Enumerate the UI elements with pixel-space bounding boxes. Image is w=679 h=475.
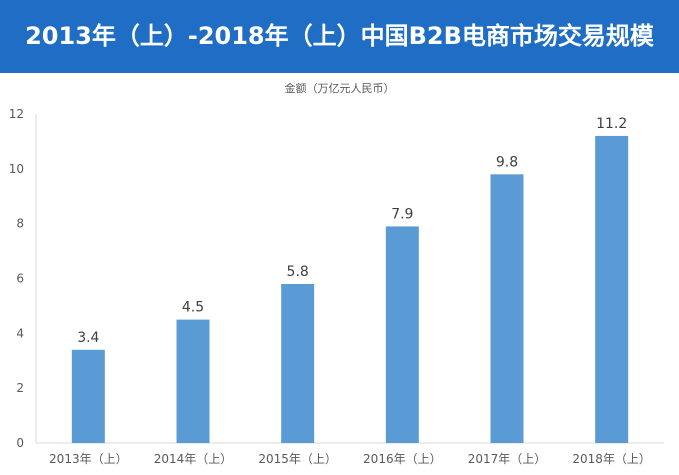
y-tick-label: 0 xyxy=(16,436,24,450)
category-label: 2017年（上） xyxy=(468,452,547,466)
y-tick-label: 6 xyxy=(16,272,24,286)
category-label: 2015年（上） xyxy=(258,452,337,466)
y-tick-label: 10 xyxy=(9,162,24,176)
y-tick-label: 12 xyxy=(9,107,24,121)
category-label: 2018年（上） xyxy=(572,452,651,466)
data-label: 4.5 xyxy=(182,300,204,316)
bar xyxy=(490,174,524,444)
data-label: 11.2 xyxy=(596,116,627,132)
y-tick-label: 8 xyxy=(16,217,24,231)
category-label: 2016年（上） xyxy=(363,452,442,466)
y-tick-label: 2 xyxy=(16,381,24,395)
title-banner xyxy=(0,0,679,73)
bar xyxy=(281,283,315,443)
data-label: 9.8 xyxy=(496,154,518,170)
y-tick-labels: 0 2 4 6 8 10 12 xyxy=(9,107,24,450)
data-label: 7.9 xyxy=(391,206,413,222)
y-axis-unit-label: 金额（万亿元人民币） xyxy=(284,82,395,95)
y-tick-label: 4 xyxy=(16,326,24,340)
bars xyxy=(71,135,629,444)
bar xyxy=(385,226,419,443)
bar xyxy=(595,135,629,443)
bar xyxy=(176,319,210,443)
chart-title: 2013年（上）-2018年（上）中国B2B电商市场交易规模 xyxy=(25,22,654,50)
data-label: 5.8 xyxy=(287,264,309,280)
category-label: 2014年（上） xyxy=(154,452,233,466)
category-label: 2013年（上） xyxy=(49,452,128,466)
bar xyxy=(71,349,105,443)
data-labels: 3.4 4.5 5.8 7.9 9.8 11.2 xyxy=(77,116,627,346)
category-labels: 2013年（上） 2014年（上） 2015年（上） 2016年（上） 2017年（上）… xyxy=(49,452,651,466)
data-label: 3.4 xyxy=(77,330,99,346)
